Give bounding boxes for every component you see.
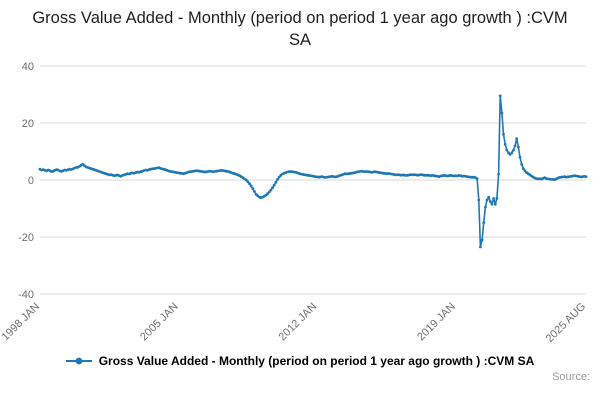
data-point — [498, 94, 502, 97]
data-point — [246, 179, 250, 183]
data-point — [477, 198, 481, 201]
data-point — [276, 177, 279, 181]
legend-line-marker-icon — [65, 357, 92, 364]
y-tick-label: 20 — [22, 117, 34, 129]
data-point — [487, 195, 491, 199]
data-point — [267, 190, 271, 193]
data-point — [515, 136, 519, 140]
y-tick-label: -20 — [18, 231, 34, 243]
data-point — [253, 189, 256, 193]
data-point — [485, 198, 489, 201]
data-point — [488, 199, 492, 203]
data-point — [512, 148, 515, 152]
data-point — [584, 174, 588, 178]
data-point — [495, 196, 499, 200]
data-point — [490, 202, 494, 206]
data-point — [521, 166, 525, 170]
data-point — [251, 186, 255, 190]
data-point — [513, 143, 517, 147]
data-point — [482, 220, 486, 224]
data-point — [266, 191, 269, 195]
data-point — [475, 176, 479, 180]
y-tick-label: 40 — [22, 60, 34, 72]
data-point — [510, 151, 514, 154]
data-point — [274, 180, 278, 184]
x-tick-label: 2019 JAN — [415, 300, 458, 343]
x-tick-label: 2025 AUG — [544, 300, 588, 344]
x-tick-label: 2005 JAN — [138, 300, 181, 343]
legend: Gross Value Added - Monthly (period on p… — [0, 354, 600, 368]
legend-label: Gross Value Added - Monthly (period on p… — [98, 353, 535, 368]
source-label: Source: — [552, 370, 590, 383]
data-point — [480, 237, 484, 241]
data-point — [517, 145, 520, 149]
data-point — [497, 172, 500, 176]
data-point — [492, 196, 495, 200]
x-tick-label: 1998 JAN — [0, 300, 42, 343]
chart-title: Gross Value Added - Monthly (period on p… — [32, 9, 568, 49]
data-point — [249, 184, 253, 187]
y-tick-label: 0 — [28, 174, 34, 186]
legend-item[interactable]: Gross Value Added - Monthly (period on p… — [65, 353, 535, 368]
y-tick-label: -40 — [18, 288, 34, 300]
data-point — [518, 155, 522, 159]
chart-container: Gross Value Added - Monthly (period on p… — [0, 8, 600, 408]
data-point — [248, 181, 251, 185]
data-point — [484, 205, 487, 209]
data-point — [269, 188, 273, 191]
data-point — [479, 245, 482, 248]
data-point — [272, 183, 276, 187]
data-point — [502, 132, 505, 136]
data-point — [500, 111, 504, 114]
line-chart-canvas: -40 -20 0 20 40 1998 JAN 2005 JAN 2012 JAN 2019 … — [0, 60, 588, 344]
data-point — [505, 148, 509, 152]
legend-dot — [75, 357, 83, 364]
data-series-line — [39, 94, 587, 248]
data-point — [271, 185, 274, 189]
data-point — [503, 142, 507, 146]
data-point — [520, 162, 524, 166]
x-tick-label: 2012 JAN — [277, 300, 320, 343]
data-point — [493, 202, 497, 206]
